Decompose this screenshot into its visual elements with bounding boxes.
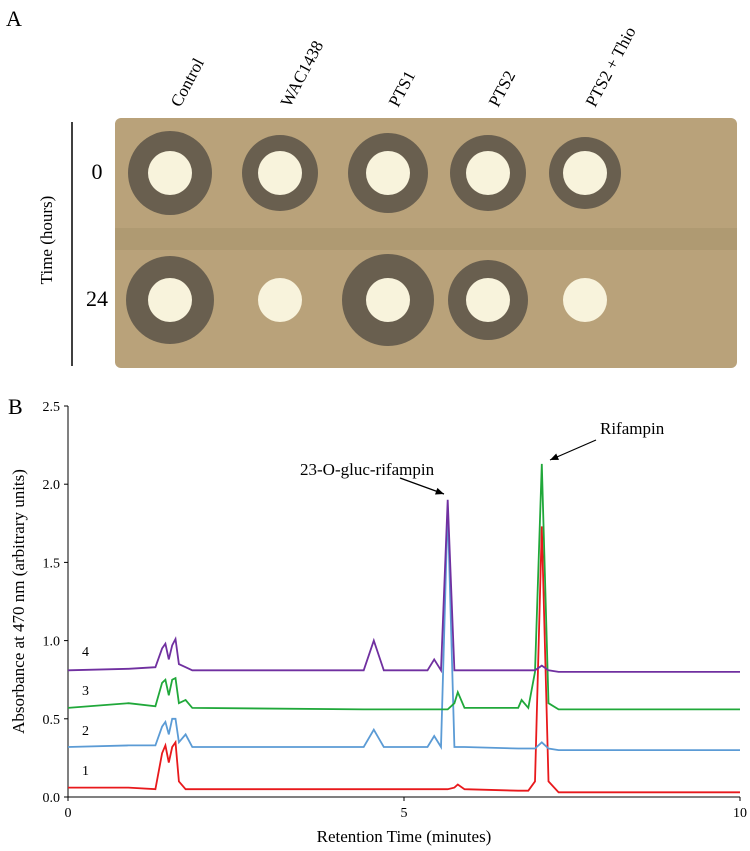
y-axis-label: Absorbance at 470 nm (arbitrary units) — [9, 469, 28, 734]
disc — [148, 278, 192, 322]
series-label: 1 — [82, 764, 89, 779]
y-tick-label: 0.5 — [43, 713, 61, 728]
row-label: 0 — [92, 159, 103, 184]
annotation: 23-O-gluc-rifampin — [300, 460, 435, 479]
disc — [258, 278, 302, 322]
series-label: 4 — [82, 645, 89, 660]
arrow-head — [550, 453, 559, 460]
x-tick-label: 0 — [65, 806, 72, 821]
disc — [148, 151, 192, 195]
column-label: PTS1 — [385, 68, 420, 110]
column-label: Control — [167, 55, 208, 110]
panel-label: B — [8, 394, 23, 419]
panel-label: A — [6, 6, 22, 31]
plate-band — [115, 228, 737, 250]
x-axis-label: Retention Time (minutes) — [317, 827, 492, 846]
y-tick-label: 1.0 — [43, 635, 61, 650]
series-label: 2 — [82, 724, 89, 739]
y-tick-label: 2.0 — [43, 478, 61, 493]
disc — [466, 278, 510, 322]
series-line — [68, 526, 740, 794]
plate-photo — [115, 118, 737, 368]
x-tick-label: 10 — [733, 806, 747, 821]
y-tick-label: 1.5 — [43, 556, 61, 571]
series-line — [67, 499, 740, 674]
column-label: PTS2 + Thio — [582, 24, 640, 110]
column-label: PTS2 — [485, 68, 520, 110]
annotation-arrow — [549, 439, 597, 461]
disc — [563, 151, 607, 195]
row-axis-label: Time (hours) — [37, 196, 56, 285]
y-tick-label: 2.5 — [43, 400, 61, 415]
annotation: Rifampin — [600, 419, 665, 438]
y-tick-label: 0.0 — [43, 791, 61, 806]
arrow-head — [435, 487, 444, 495]
disc — [366, 278, 410, 322]
series-label: 3 — [82, 684, 89, 699]
disc — [258, 151, 302, 195]
series-line — [67, 507, 740, 751]
row-label: 24 — [86, 286, 108, 311]
x-tick-label: 5 — [401, 806, 408, 821]
disc — [466, 151, 510, 195]
disc — [563, 278, 607, 322]
disc — [366, 151, 410, 195]
series-line — [67, 463, 740, 711]
column-label: WAC1438 — [277, 38, 327, 110]
